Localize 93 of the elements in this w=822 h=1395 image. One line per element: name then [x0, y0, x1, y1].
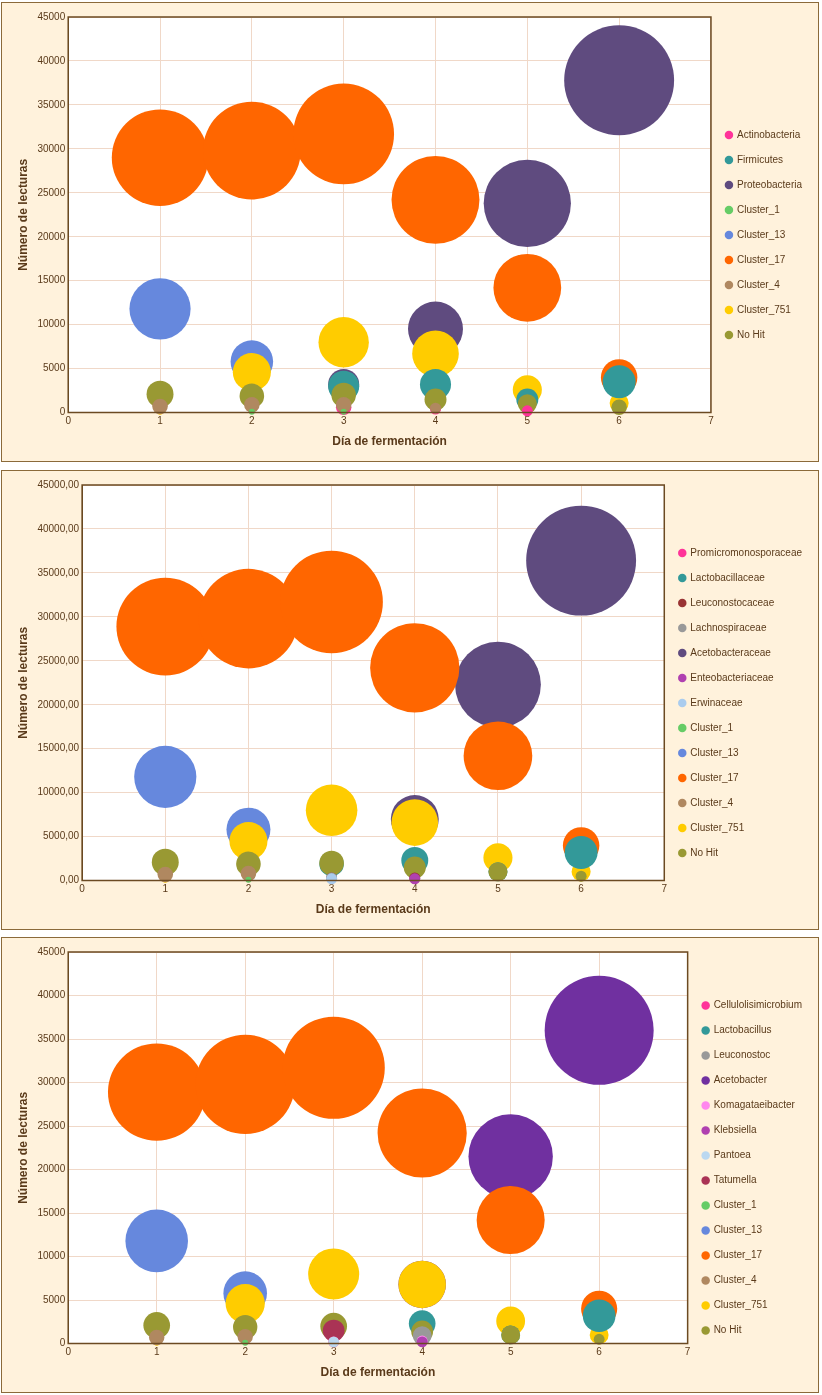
y-tick-label: 35000: [37, 98, 66, 110]
x-tick-label: 5: [495, 883, 502, 895]
legend-label: Cluster_13: [690, 746, 740, 758]
y-tick-label: 10000: [37, 318, 66, 330]
y-tick-label: 15000: [37, 274, 66, 286]
legend-label: No Hit: [690, 846, 719, 858]
legend-label: Lactobacillus: [713, 1024, 772, 1036]
legend-label: Actinobacteria: [736, 128, 801, 140]
y-tick-label: 30000: [37, 142, 66, 154]
x-tick-label: 4: [432, 415, 439, 427]
y-axis-title: Número de lecturas: [15, 158, 30, 271]
y-tick-label: 0: [59, 1337, 66, 1349]
x-tick-label: 2: [242, 1346, 249, 1358]
legend-label: Klebsiella: [713, 1124, 757, 1136]
y-tick-label: 10000: [37, 1250, 66, 1262]
x-tick-label: 3: [340, 415, 347, 427]
legend-label: Promicromonosporaceae: [690, 546, 803, 558]
y-tick-label: 5000: [42, 1293, 66, 1305]
legend-label: Cluster_1: [713, 1199, 757, 1211]
y-axis-title: Número de lecturas: [15, 626, 30, 739]
y-tick-label: 45000: [37, 10, 66, 22]
y-tick-label: 25000,00: [37, 654, 80, 666]
legend-label: Cluster_4: [736, 278, 781, 290]
x-tick-label: 3: [328, 883, 335, 895]
legend-label: Enteobacteriaceae: [690, 671, 775, 683]
legend-label: Acetobacter: [713, 1074, 768, 1086]
x-tick-label: 2: [249, 415, 256, 427]
legend-label: No Hit: [713, 1324, 742, 1336]
x-tick-label: 4: [419, 1346, 426, 1358]
legend-label: Cluster_13: [736, 228, 786, 240]
legend-label: Firmicutes: [736, 153, 784, 165]
x-tick-label: 1: [157, 415, 164, 427]
legend-label: Lactobacillaceae: [690, 571, 766, 583]
legend-label: Tatumella: [713, 1174, 757, 1186]
legend-label: Cluster_17: [690, 771, 740, 783]
y-axis-title: Número de lecturas: [15, 1091, 30, 1204]
y-tick-label: 15000: [37, 1206, 66, 1218]
x-tick-label: 5: [524, 415, 531, 427]
legend-label: Cluster_751: [690, 821, 745, 833]
x-tick-label: 7: [708, 415, 715, 427]
y-tick-label: 5000: [42, 362, 66, 374]
y-tick-label: 25000: [37, 1119, 66, 1131]
y-tick-label: 20000: [37, 230, 66, 242]
y-tick-label: 10000,00: [37, 786, 80, 798]
y-tick-label: 45000: [37, 945, 66, 957]
x-tick-label: 1: [162, 883, 169, 895]
x-tick-label: 6: [578, 883, 585, 895]
legend-label: Komagataeibacter: [713, 1099, 796, 1111]
legend-label: Leuconostocaceae: [690, 596, 775, 608]
legend-label: Erwinaceae: [690, 696, 743, 708]
x-axis-title: Día de fermentación: [332, 434, 447, 449]
legend-label: Leuconostoc: [713, 1049, 771, 1061]
legend-label: Lachnospiraceae: [690, 621, 767, 633]
y-tick-label: 40000: [37, 989, 66, 1001]
legend-label: Pantoea: [713, 1149, 752, 1161]
legend-label: Cluster_17: [713, 1249, 763, 1261]
x-tick-label: 7: [684, 1346, 691, 1358]
legend-label: Cluster_4: [690, 796, 734, 808]
x-tick-label: 6: [616, 415, 623, 427]
y-tick-label: 5000,00: [42, 830, 80, 842]
x-axis-title: Día de fermentación: [315, 902, 431, 917]
legend-label: Cluster_13: [713, 1224, 763, 1236]
y-tick-label: 35000,00: [37, 566, 80, 578]
y-tick-label: 40000: [37, 54, 66, 66]
y-tick-label: 20000: [37, 1163, 66, 1175]
x-tick-label: 3: [330, 1346, 337, 1358]
y-tick-label: 40000,00: [37, 522, 80, 534]
legend-label: Proteobacteria: [736, 178, 803, 190]
y-tick-label: 15000,00: [37, 742, 80, 754]
y-tick-label: 0: [59, 406, 66, 418]
legend-label: No Hit: [736, 328, 765, 340]
y-tick-label: 20000,00: [37, 698, 80, 710]
y-tick-label: 0,00: [59, 874, 80, 886]
y-tick-label: 30000: [37, 1076, 66, 1088]
y-tick-label: 30000,00: [37, 610, 80, 622]
legend-label: Cluster_17: [736, 253, 786, 265]
legend-label: Cluster_4: [713, 1274, 757, 1286]
legend-label: Cluster_751: [736, 303, 792, 315]
y-tick-label: 45000,00: [37, 478, 80, 490]
x-axis-title: Día de fermentación: [320, 1365, 436, 1380]
x-tick-label: 1: [153, 1346, 160, 1358]
legend-label: Cellulolisimicrobium: [713, 999, 802, 1011]
y-tick-label: 25000: [37, 186, 66, 198]
x-tick-label: 2: [245, 883, 252, 895]
legend-label: Cluster_1: [736, 203, 781, 215]
legend-label: Cluster_751: [713, 1299, 768, 1311]
legend-label: Cluster_1: [690, 721, 734, 733]
x-tick-label: 6: [596, 1346, 603, 1358]
y-tick-label: 35000: [37, 1032, 66, 1044]
x-tick-label: 7: [661, 883, 668, 895]
x-tick-label: 4: [412, 883, 418, 895]
legend-label: Acetobacteraceae: [690, 646, 772, 658]
x-tick-label: 5: [507, 1346, 514, 1358]
